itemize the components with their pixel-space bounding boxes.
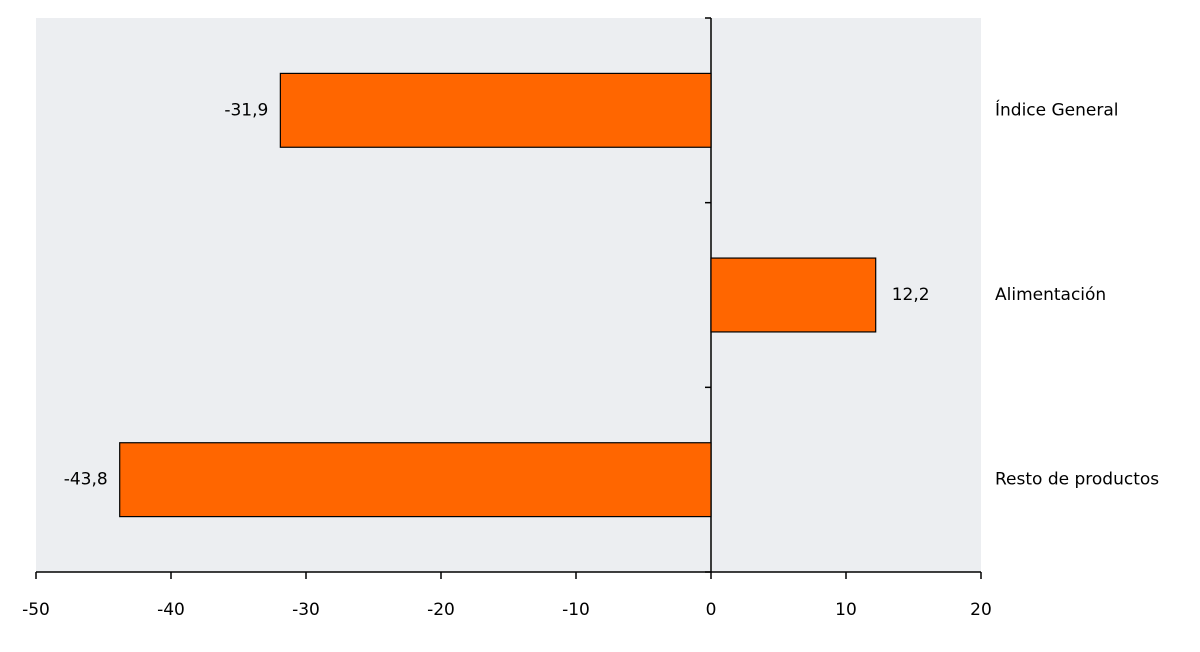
bar — [119, 442, 712, 518]
x-tick-label: -10 — [562, 600, 590, 620]
x-tick-label: 10 — [835, 600, 857, 620]
category-label: Índice General — [995, 98, 1119, 120]
x-tick-label: -50 — [22, 600, 50, 620]
x-tick-label: -30 — [292, 600, 320, 620]
bar — [279, 72, 712, 148]
category-label: Alimentación — [995, 285, 1106, 305]
x-tick-label: -40 — [157, 600, 185, 620]
value-label: -43,8 — [64, 470, 108, 490]
value-label: 12,2 — [892, 285, 930, 305]
x-tick-label: 20 — [970, 600, 992, 620]
value-label: -31,9 — [224, 100, 268, 120]
x-tick-label: 0 — [706, 600, 717, 620]
x-tick-label: -20 — [427, 600, 455, 620]
category-label: Resto de productos — [995, 470, 1159, 490]
bar — [710, 257, 877, 333]
